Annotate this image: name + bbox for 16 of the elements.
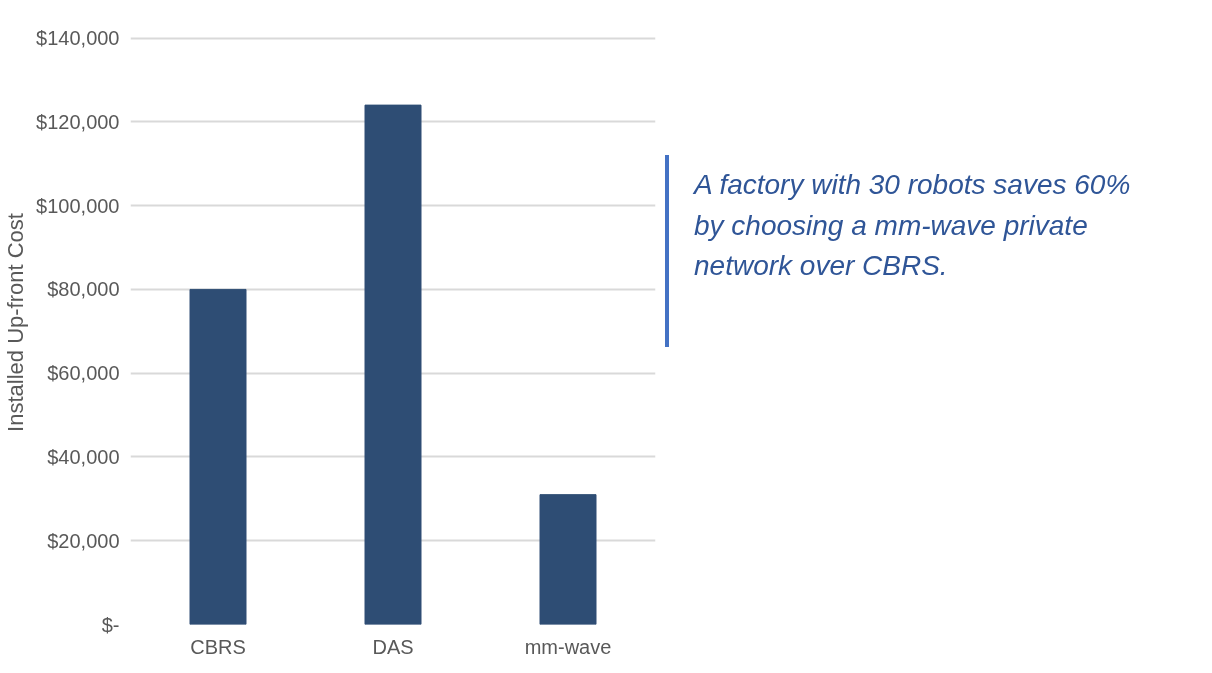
bar	[364, 104, 422, 625]
x-tick-label: mm-wave	[524, 635, 612, 658]
y-tick-label: $80,000	[47, 278, 120, 301]
y-tick-label: $60,000	[47, 362, 120, 385]
x-tick-label: DAS	[372, 635, 414, 658]
y-axis-title: Installed Up-front Cost	[3, 213, 29, 432]
y-tick-label: $100,000	[36, 194, 120, 217]
y-tick-label: $120,000	[36, 110, 120, 133]
bar	[189, 288, 247, 625]
bar	[539, 494, 597, 625]
text: A factory with 30 robots saves 60% by choosing a mm-wave private network over CBRS.	[665, 155, 1135, 347]
x-tick-label: CBRS	[190, 635, 246, 658]
y-tick-label: $140,000	[36, 27, 120, 50]
y-tick-label: $20,000	[47, 529, 120, 552]
y-tick-label: $-	[101, 613, 120, 636]
y-tick-label: $40,000	[47, 445, 120, 468]
